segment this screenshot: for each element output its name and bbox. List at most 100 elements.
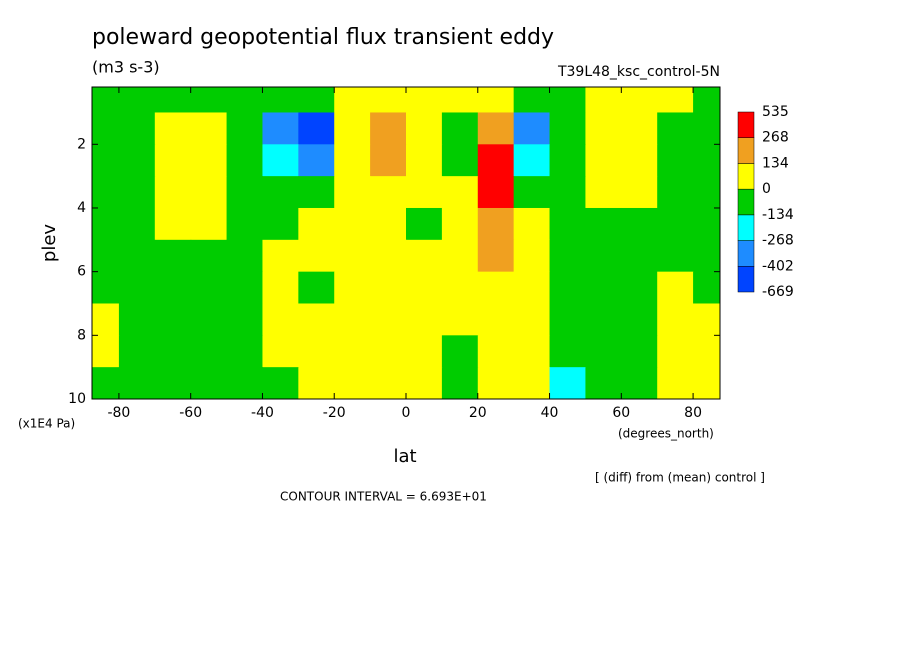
field-cell: [693, 207, 720, 241]
field-cell: [154, 239, 192, 273]
field-cell: [334, 87, 371, 113]
field-cell: [154, 367, 192, 399]
field-cell: [262, 112, 299, 145]
x-tick-label: -40: [251, 405, 274, 421]
field-cell: [262, 207, 299, 241]
field-cell: [154, 335, 192, 368]
field-cell: [549, 144, 586, 177]
field-cell: [262, 303, 299, 336]
field-cell: [477, 207, 515, 241]
x-tick-label: 60: [612, 405, 630, 421]
colorbar-box: [737, 188, 755, 216]
field-cell: [118, 239, 156, 273]
field-cell: [298, 271, 335, 304]
field-cell: [226, 207, 263, 241]
field-cell: [513, 303, 551, 336]
field-cell: [441, 176, 479, 209]
x-tick-label: -80: [107, 405, 130, 421]
field-cell: [477, 303, 515, 336]
field-cell: [477, 87, 515, 113]
field-cell: [370, 335, 407, 368]
field-cell: [298, 176, 335, 209]
field-cell: [154, 207, 192, 241]
chart-title: poleward geopotential flux transient edd…: [92, 25, 554, 50]
field-cell: [226, 239, 263, 273]
field-cell: [406, 87, 443, 113]
field-cell: [585, 367, 622, 399]
note: [ (diff) from (mean) control ]: [595, 471, 765, 485]
field-cell: [513, 87, 551, 113]
field-cell: [441, 367, 479, 399]
field-cell: [154, 176, 192, 209]
field-cell: [621, 176, 658, 209]
field-cell: [585, 303, 622, 336]
field-cell: [585, 144, 622, 177]
field-cell: [621, 207, 658, 241]
field-cell: [118, 144, 156, 177]
field-cell: [621, 239, 658, 273]
y-axis-label: plev: [39, 224, 60, 263]
x-tick-label: 40: [541, 405, 559, 421]
field-cell: [154, 271, 192, 304]
field-cell: [370, 144, 407, 177]
colorbar-box: [737, 111, 755, 138]
field-cell: [585, 112, 622, 145]
field-cell: [190, 87, 228, 113]
field-cell: [190, 303, 228, 336]
colorbar-label: -402: [762, 258, 794, 274]
colorbar-label: 0: [762, 181, 771, 197]
x-tick-label: 0: [402, 405, 411, 421]
field-cell: [262, 176, 299, 209]
field-cell: [406, 239, 443, 273]
field-cell: [92, 367, 120, 399]
contour-field: [92, 87, 720, 399]
field-cell: [585, 335, 622, 368]
field-cell: [334, 112, 371, 145]
field-cell: [190, 239, 228, 273]
field-cell: [441, 87, 479, 113]
field-cell: [92, 112, 120, 145]
field-cell: [693, 335, 720, 368]
field-cell: [370, 271, 407, 304]
field-cell: [226, 144, 263, 177]
field-cell: [549, 176, 586, 209]
field-cell: [657, 271, 694, 304]
field-cell: [477, 335, 515, 368]
field-cell: [262, 271, 299, 304]
colorbar-label: 535: [762, 104, 789, 120]
field-cell: [298, 87, 335, 113]
field-cell: [657, 335, 694, 368]
field-cell: [657, 176, 694, 209]
field-cell: [298, 367, 335, 399]
field-cell: [549, 335, 586, 368]
field-cell: [92, 239, 120, 273]
field-cell: [477, 271, 515, 304]
field-cell: [406, 144, 443, 177]
field-cell: [334, 176, 371, 209]
field-cell: [441, 112, 479, 145]
field-cell: [513, 239, 551, 273]
field-cell: [621, 87, 658, 113]
field-cell: [693, 112, 720, 145]
field-cell: [334, 335, 371, 368]
field-cell: [370, 207, 407, 241]
field-cell: [549, 239, 586, 273]
colorbar-box: [737, 214, 755, 241]
field-cell: [406, 303, 443, 336]
field-cell: [513, 335, 551, 368]
field-cell: [118, 176, 156, 209]
field-cell: [406, 271, 443, 304]
field-cell: [262, 239, 299, 273]
field-cell: [226, 303, 263, 336]
field-cell: [693, 239, 720, 273]
colorbar-box: [737, 163, 755, 190]
field-cell: [513, 207, 551, 241]
field-cell: [513, 144, 551, 177]
field-cell: [334, 367, 371, 399]
field-cell: [190, 144, 228, 177]
field-cell: [621, 271, 658, 304]
field-cell: [693, 144, 720, 177]
field-cell: [621, 144, 658, 177]
field-cell: [262, 87, 299, 113]
